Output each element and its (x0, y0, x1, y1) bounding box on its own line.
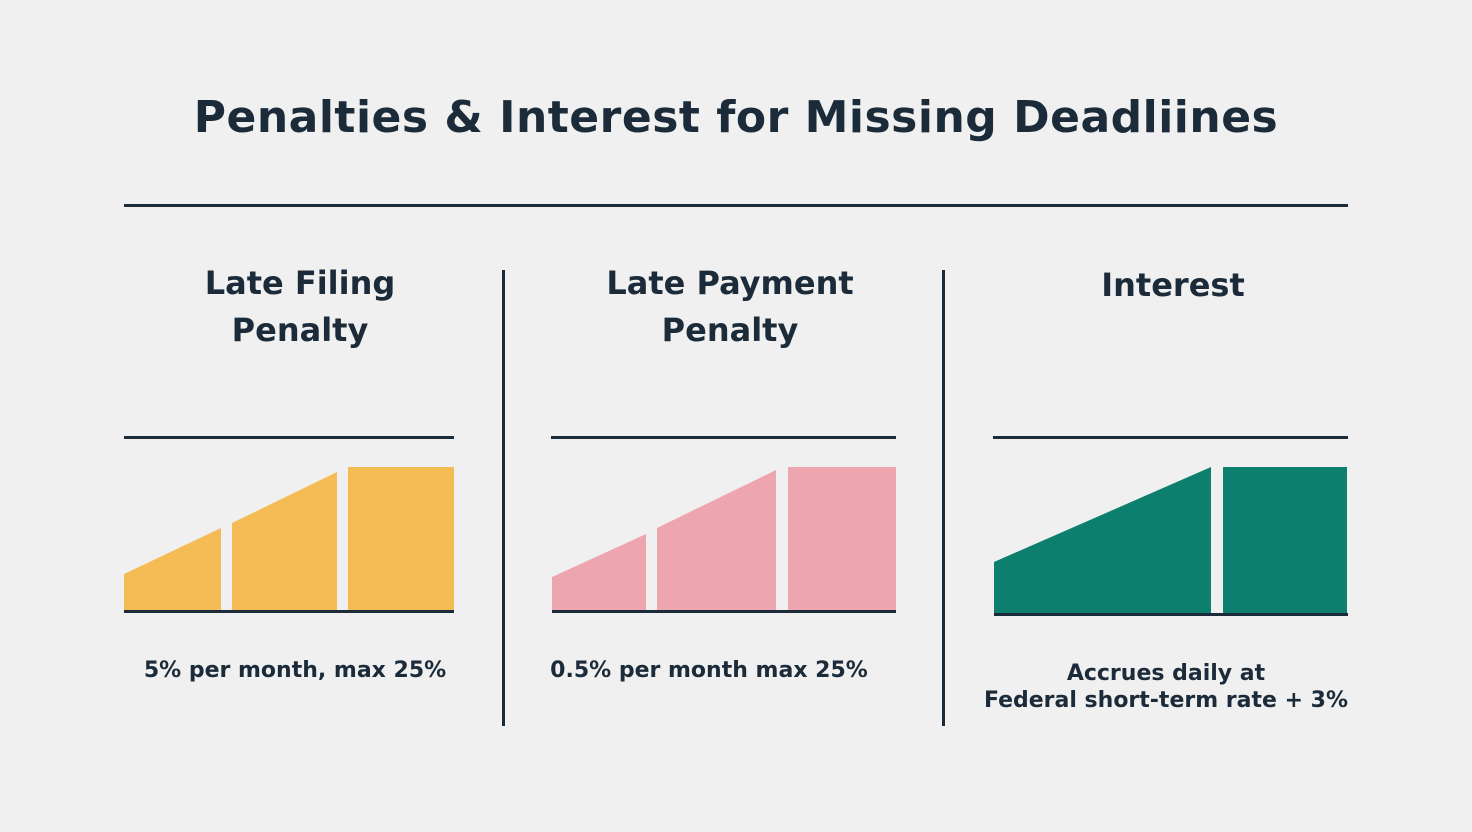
late-payment-segment-1 (552, 534, 646, 611)
interest-title-line-1: Interest (1101, 266, 1245, 304)
interest-graphic (994, 467, 1348, 616)
late-payment-segment-3 (788, 467, 896, 611)
interest-segment-2 (1223, 467, 1347, 614)
title-divider (124, 204, 1348, 207)
interest-description: Accrues daily at Federal short-term rate… (966, 660, 1366, 714)
late-payment-penalty-title-line-2: Penalty (661, 311, 799, 349)
late-filing-penalty-description: 5% per month, max 25% (124, 657, 466, 684)
late-filing-segment-2 (232, 472, 337, 611)
column-divider-1 (502, 270, 505, 726)
late-filing-chart-top-rule (124, 436, 454, 439)
interest-description-line-1: Accrues daily at (1066, 661, 1266, 686)
interest-title: Interest (1000, 262, 1346, 309)
interest-chart-top-rule (993, 436, 1348, 439)
late-payment-penalty-title-line-1: Late Payment (606, 264, 854, 302)
interest-baseline (994, 613, 1348, 616)
interest-description-line-2: Federal short-term rate + 3% (983, 688, 1349, 713)
late-filing-baseline (124, 610, 454, 613)
column-divider-2 (942, 270, 945, 726)
late-payment-penalty-graphic (552, 467, 896, 613)
late-filing-penalty-title-line-1: Late Filing (204, 264, 396, 302)
late-payment-description-line-1: 0.5% per month max 25% (550, 658, 868, 683)
late-payment-baseline (552, 610, 896, 613)
late-filing-segment-1 (124, 528, 221, 611)
late-payment-penalty-title: Late Payment Penalty (552, 260, 908, 354)
late-payment-penalty-description: 0.5% per month max 25% (536, 657, 882, 684)
late-payment-chart-top-rule (551, 436, 896, 439)
late-filing-penalty-title: Late Filing Penalty (124, 260, 476, 354)
late-payment-segment-2 (657, 470, 776, 611)
late-filing-description-line-1: 5% per month, max 25% (143, 658, 447, 683)
late-filing-penalty-title-line-2: Penalty (231, 311, 369, 349)
interest-segment-1 (994, 467, 1211, 614)
page-title: Penalties & Interest for Missing Deadlii… (193, 92, 1279, 143)
late-filing-segment-3 (348, 467, 454, 611)
late-filing-penalty-graphic (124, 467, 454, 613)
